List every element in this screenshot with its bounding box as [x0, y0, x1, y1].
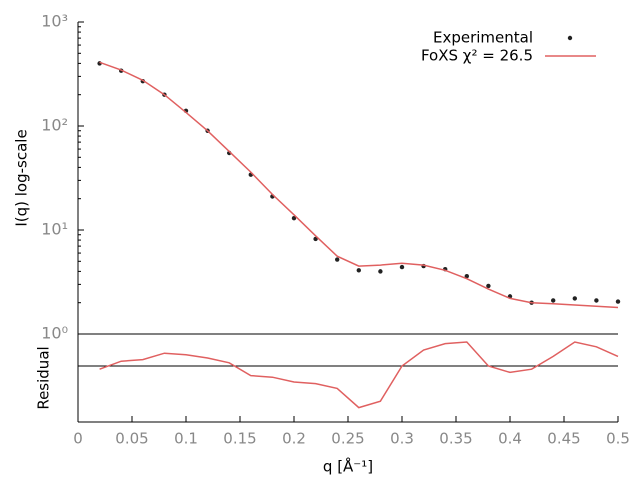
data-point — [464, 273, 469, 279]
data-line — [99, 341, 619, 409]
y-tick-label: 10² — [41, 116, 68, 135]
x-tick-label: 0.4 — [498, 430, 522, 448]
legend-label: FoXS χ² = 26.5 — [421, 47, 533, 65]
data-point — [399, 264, 405, 270]
y-tick-label: 10⁰ — [41, 324, 68, 343]
data-point — [551, 298, 556, 303]
legend-label: Experimental — [433, 29, 533, 47]
data-point — [615, 299, 621, 304]
y-tick-label: 10¹ — [41, 220, 68, 239]
x-tick-label: 0.2 — [282, 430, 306, 448]
data-point — [356, 268, 361, 273]
data-point — [291, 215, 297, 221]
y-axis-label: I(q) log-scale — [13, 129, 31, 226]
data-point — [486, 283, 491, 289]
x-tick-label: 0.35 — [439, 430, 472, 448]
x-tick-label: 0.15 — [223, 430, 256, 448]
legend-marker — [567, 35, 573, 41]
x-axis-label: q [Å⁻¹] — [323, 457, 373, 476]
x-tick-label: 0 — [73, 430, 83, 448]
x-tick-label: 0.45 — [547, 430, 580, 448]
x-tick-label: 0.3 — [390, 430, 414, 448]
x-tick-label: 0.25 — [331, 430, 364, 448]
residual-axis-label: Residual — [35, 346, 53, 409]
x-tick-label: 0.5 — [606, 430, 630, 448]
x-tick-label: 0.05 — [115, 430, 148, 448]
data-point — [594, 298, 599, 303]
data-point — [572, 296, 577, 301]
x-tick-label: 0.1 — [174, 430, 198, 448]
data-line — [99, 61, 619, 309]
data-point — [378, 269, 383, 274]
y-tick-label: 10³ — [41, 12, 68, 31]
data-point — [335, 257, 340, 262]
